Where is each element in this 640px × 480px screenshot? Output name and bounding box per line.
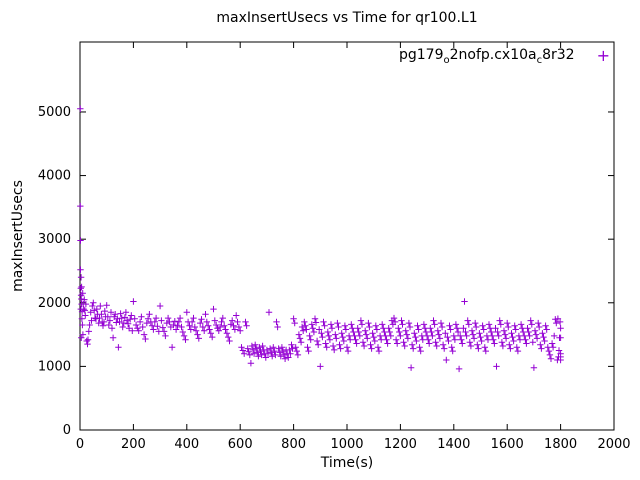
scatter-points (77, 105, 564, 373)
x-tick-label: 1800 (544, 437, 577, 452)
x-tick-label: 1200 (384, 437, 417, 452)
x-tick-label: 1000 (330, 437, 363, 452)
legend-label: pg179o2nofp.cx10ac8r32 (398, 47, 575, 66)
y-tick-label: 1000 (38, 359, 71, 374)
x-tick-label: 200 (121, 437, 146, 452)
plot-border (79, 41, 615, 431)
legend-plus-marker: + (596, 46, 610, 66)
x-tick-label: 1600 (491, 437, 524, 452)
x-tick-label: 400 (174, 437, 199, 452)
y-tick-label: 3000 (38, 232, 71, 247)
x-tick-label: 600 (228, 437, 253, 452)
chart-title: maxInsertUsecs vs Time for qr100.L1 (216, 10, 478, 26)
x-tick-label: 1400 (437, 437, 470, 452)
x-tick-label: 800 (281, 437, 306, 452)
y-tick-label: 0 (63, 423, 71, 438)
y-tick-label: 2000 (38, 296, 71, 311)
y-tick-label: 5000 (38, 105, 71, 120)
x-tick-label: 0 (76, 437, 84, 452)
y-axis-label: maxInsertUsecs (10, 180, 26, 292)
x-tick-label: 2000 (597, 437, 630, 452)
x-axis-label: Time(s) (320, 455, 374, 471)
legend: pg179o2nofp.cx10ac8r32 + (399, 47, 610, 66)
y-tick-label: 4000 (38, 169, 71, 184)
